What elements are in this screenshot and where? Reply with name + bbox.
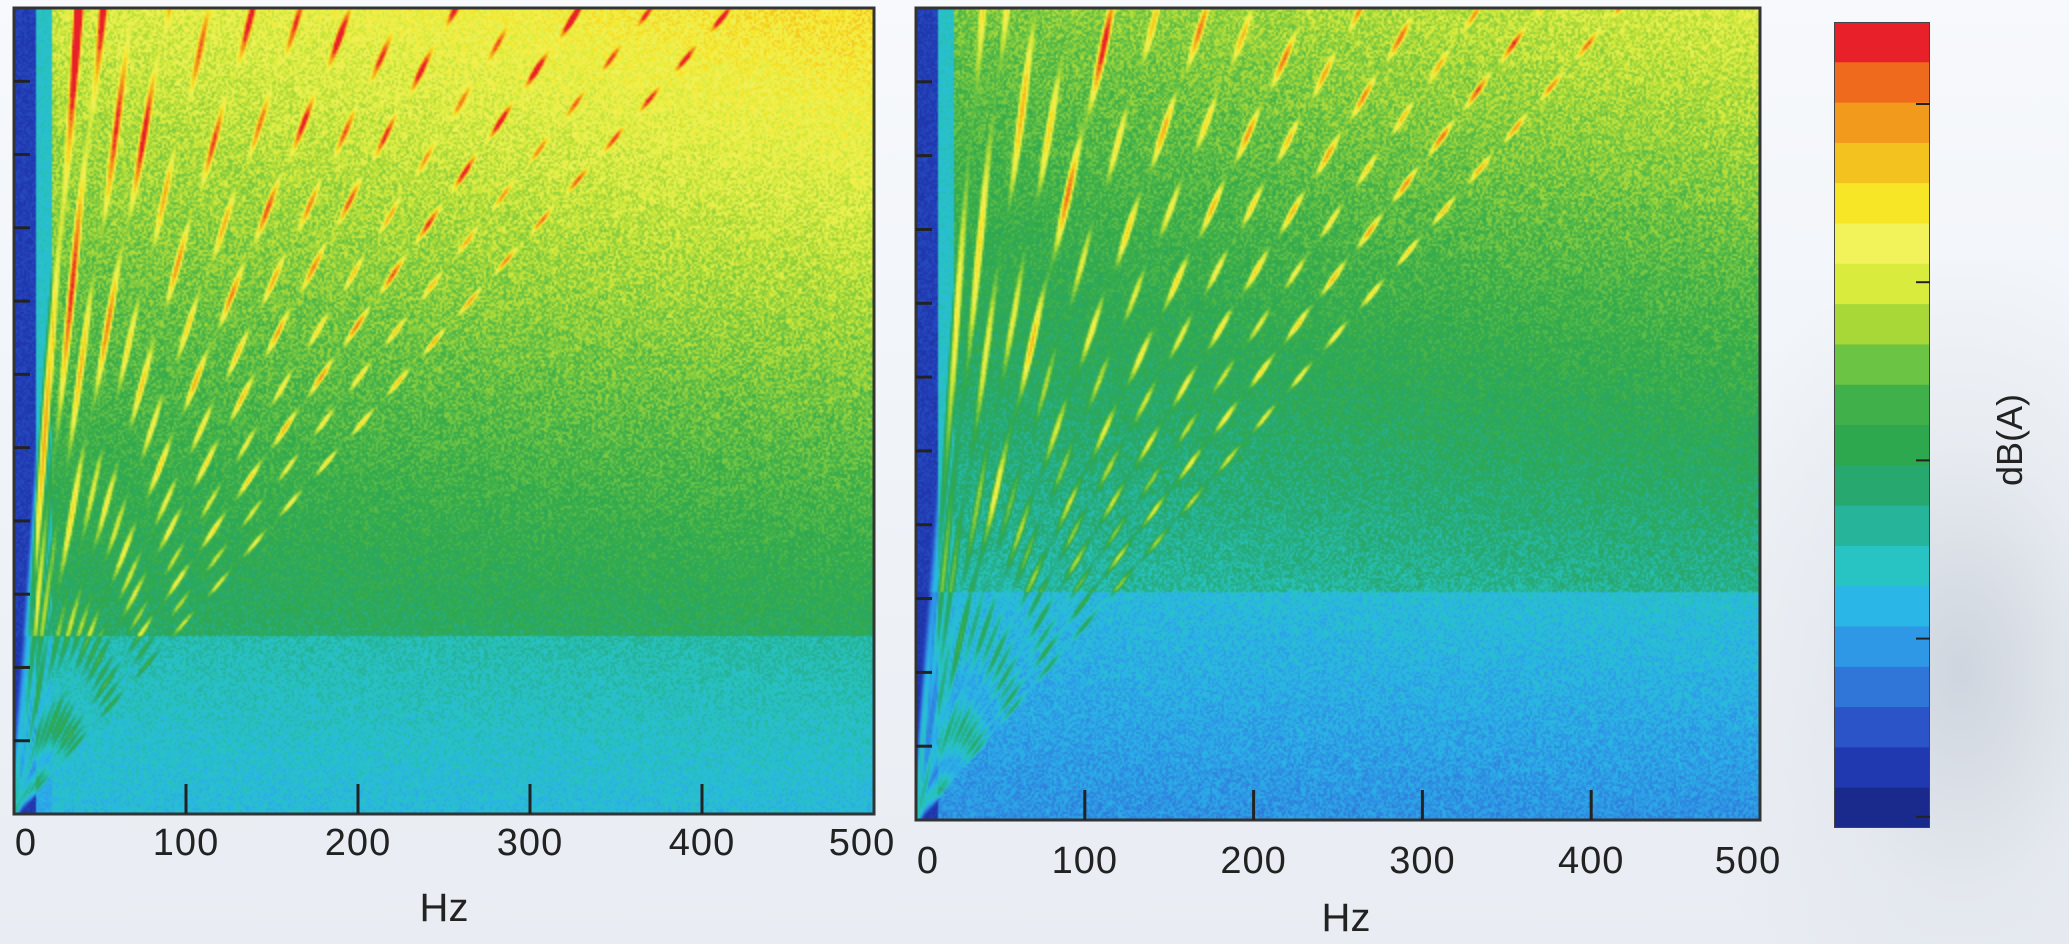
colorbar-swatch bbox=[1834, 707, 1930, 748]
colorbar-swatch bbox=[1834, 787, 1930, 828]
colorbar-swatch bbox=[1834, 384, 1930, 426]
x-tick-label: 300 bbox=[1389, 840, 1456, 882]
spectrogram-right-axes bbox=[914, 6, 1762, 822]
spectrogram-left-image bbox=[14, 8, 874, 814]
x-tick-label: 100 bbox=[1051, 840, 1118, 882]
colorbar-swatch bbox=[1834, 22, 1930, 63]
x-tick-label: 100 bbox=[152, 822, 220, 864]
x-tick-label: 400 bbox=[1557, 840, 1625, 882]
x-tick-label: 0 bbox=[14, 822, 38, 864]
colorbar-swatch bbox=[1834, 666, 1930, 708]
x-tick-label: 400 bbox=[668, 822, 736, 864]
colorbar-label: dB(A) bbox=[1989, 393, 2030, 487]
colorbar-swatch bbox=[1834, 465, 1930, 507]
spectrogram-left bbox=[12, 6, 876, 816]
colorbar-swatch bbox=[1834, 505, 1930, 547]
colorbar-swatch bbox=[1834, 102, 1930, 144]
x-tick-label: 300 bbox=[496, 822, 564, 864]
spectrogram-left-x-label: Hz bbox=[419, 886, 469, 930]
colorbar-swatch bbox=[1834, 586, 1930, 628]
colorbar-swatch bbox=[1834, 62, 1930, 104]
x-tick-label: 200 bbox=[1220, 840, 1287, 882]
spectrogram-right-x-label: Hz bbox=[1321, 896, 1371, 940]
spectrogram-right-image bbox=[916, 8, 1760, 820]
plot-frame bbox=[914, 6, 1762, 822]
plot-frame bbox=[12, 6, 876, 816]
colorbar-swatch bbox=[1834, 344, 1930, 386]
colorbar-swatch bbox=[1834, 545, 1930, 587]
colorbar bbox=[1834, 22, 1930, 828]
colorbar-swatch bbox=[1834, 223, 1930, 265]
spectrogram-right bbox=[914, 6, 1762, 822]
x-tick-label: 0 bbox=[916, 840, 940, 882]
colorbar-swatch bbox=[1834, 263, 1930, 305]
spectrogram-left-axes bbox=[12, 6, 876, 816]
colorbar-swatch bbox=[1834, 183, 1930, 225]
x-tick-label: 500 bbox=[828, 822, 896, 864]
colorbar-swatch bbox=[1834, 626, 1930, 668]
colorbar-swatch bbox=[1834, 425, 1930, 466]
colorbar-swatch bbox=[1834, 142, 1930, 184]
colorbar-swatch bbox=[1834, 747, 1930, 789]
x-tick-label: 500 bbox=[1714, 840, 1782, 882]
colorbar-swatch bbox=[1834, 304, 1930, 345]
x-tick-label: 200 bbox=[324, 822, 392, 864]
